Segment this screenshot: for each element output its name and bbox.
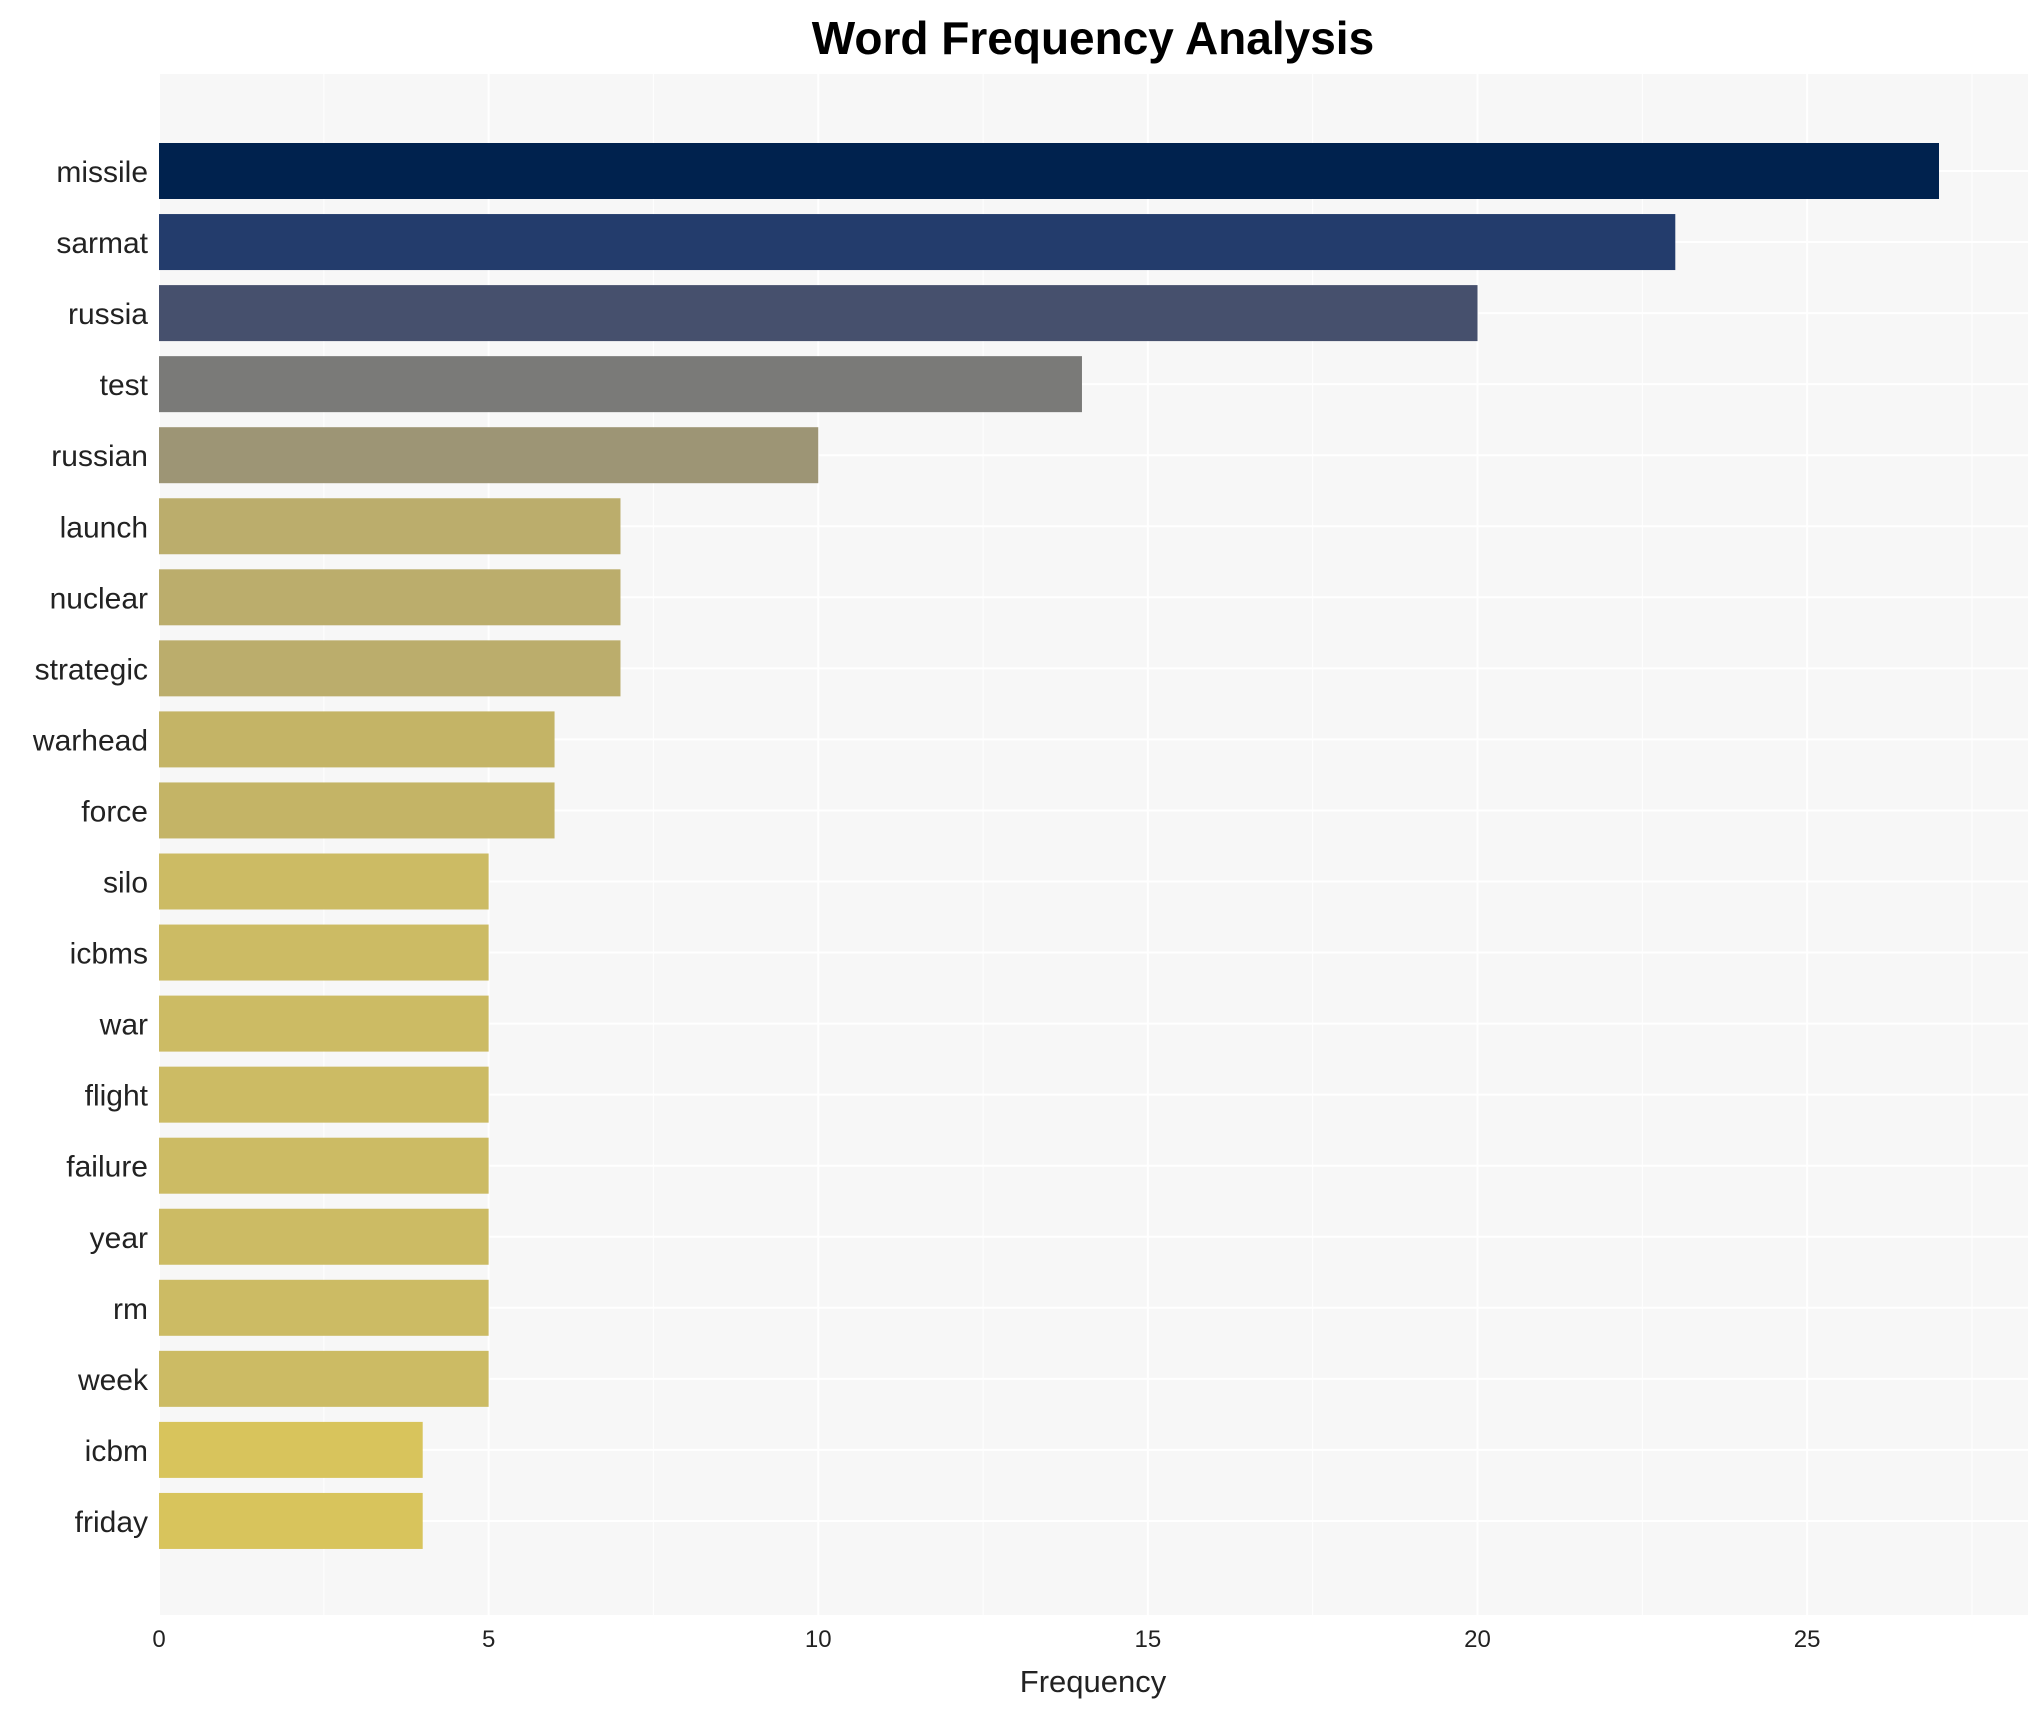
bar-flight bbox=[159, 1066, 489, 1123]
y-tick-label: week bbox=[77, 1364, 149, 1397]
bar-russian bbox=[159, 427, 819, 484]
bar-friday bbox=[159, 1492, 423, 1549]
y-tick-label: flight bbox=[85, 1080, 149, 1113]
y-tick-label: year bbox=[90, 1222, 148, 1255]
x-tick-label: 20 bbox=[1464, 1626, 1491, 1653]
y-tick-label: rm bbox=[113, 1293, 148, 1326]
bar-russia bbox=[159, 285, 1478, 342]
bar-missile bbox=[159, 143, 1939, 199]
x-tick-labels: 0 5 10 15 20 25 bbox=[152, 1626, 1820, 1653]
y-tick-label: silo bbox=[103, 867, 148, 900]
x-tick-label: 10 bbox=[805, 1626, 832, 1653]
bar-rm bbox=[159, 1279, 489, 1336]
y-tick-label: russian bbox=[51, 440, 148, 473]
y-tick-label: friday bbox=[75, 1506, 148, 1539]
chart-title: Word Frequency Analysis bbox=[812, 12, 1374, 64]
bar-test bbox=[159, 356, 1082, 413]
bar-sarmat bbox=[159, 214, 1676, 271]
y-tick-label: sarmat bbox=[56, 227, 148, 260]
x-tick-label: 15 bbox=[1135, 1626, 1162, 1653]
bar-launch bbox=[159, 498, 621, 555]
x-tick-label: 25 bbox=[1794, 1626, 1821, 1653]
y-tick-labels: missile sarmat russia test russian launch nucl… bbox=[32, 156, 149, 1539]
bar-icbm bbox=[159, 1421, 423, 1478]
y-tick-label: failure bbox=[66, 1151, 148, 1184]
x-tick-label: 5 bbox=[482, 1626, 495, 1653]
y-tick-label: warhead bbox=[32, 724, 148, 757]
bars bbox=[159, 143, 1939, 1549]
y-tick-label: russia bbox=[68, 298, 148, 331]
y-tick-label: strategic bbox=[35, 653, 148, 686]
bar-nuclear bbox=[159, 569, 621, 626]
y-tick-label: test bbox=[100, 369, 149, 402]
x-tick-label: 0 bbox=[152, 1626, 165, 1653]
bar-failure bbox=[159, 1137, 489, 1194]
y-tick-label: icbms bbox=[70, 938, 148, 971]
bar-icbms bbox=[159, 924, 489, 981]
y-tick-label: war bbox=[99, 1009, 148, 1042]
y-tick-label: missile bbox=[56, 156, 148, 189]
y-tick-label: icbm bbox=[85, 1435, 148, 1468]
x-axis-label: Frequency bbox=[1020, 1664, 1167, 1699]
bar-silo bbox=[159, 853, 489, 910]
y-tick-label: launch bbox=[60, 511, 148, 544]
bar-strategic bbox=[159, 640, 621, 697]
y-tick-label: nuclear bbox=[50, 582, 148, 615]
bar-force bbox=[159, 782, 555, 839]
bar-week bbox=[159, 1350, 489, 1407]
bar-war bbox=[159, 995, 489, 1052]
bar-year bbox=[159, 1208, 489, 1265]
bar-warhead bbox=[159, 711, 555, 768]
y-tick-label: force bbox=[81, 795, 148, 828]
